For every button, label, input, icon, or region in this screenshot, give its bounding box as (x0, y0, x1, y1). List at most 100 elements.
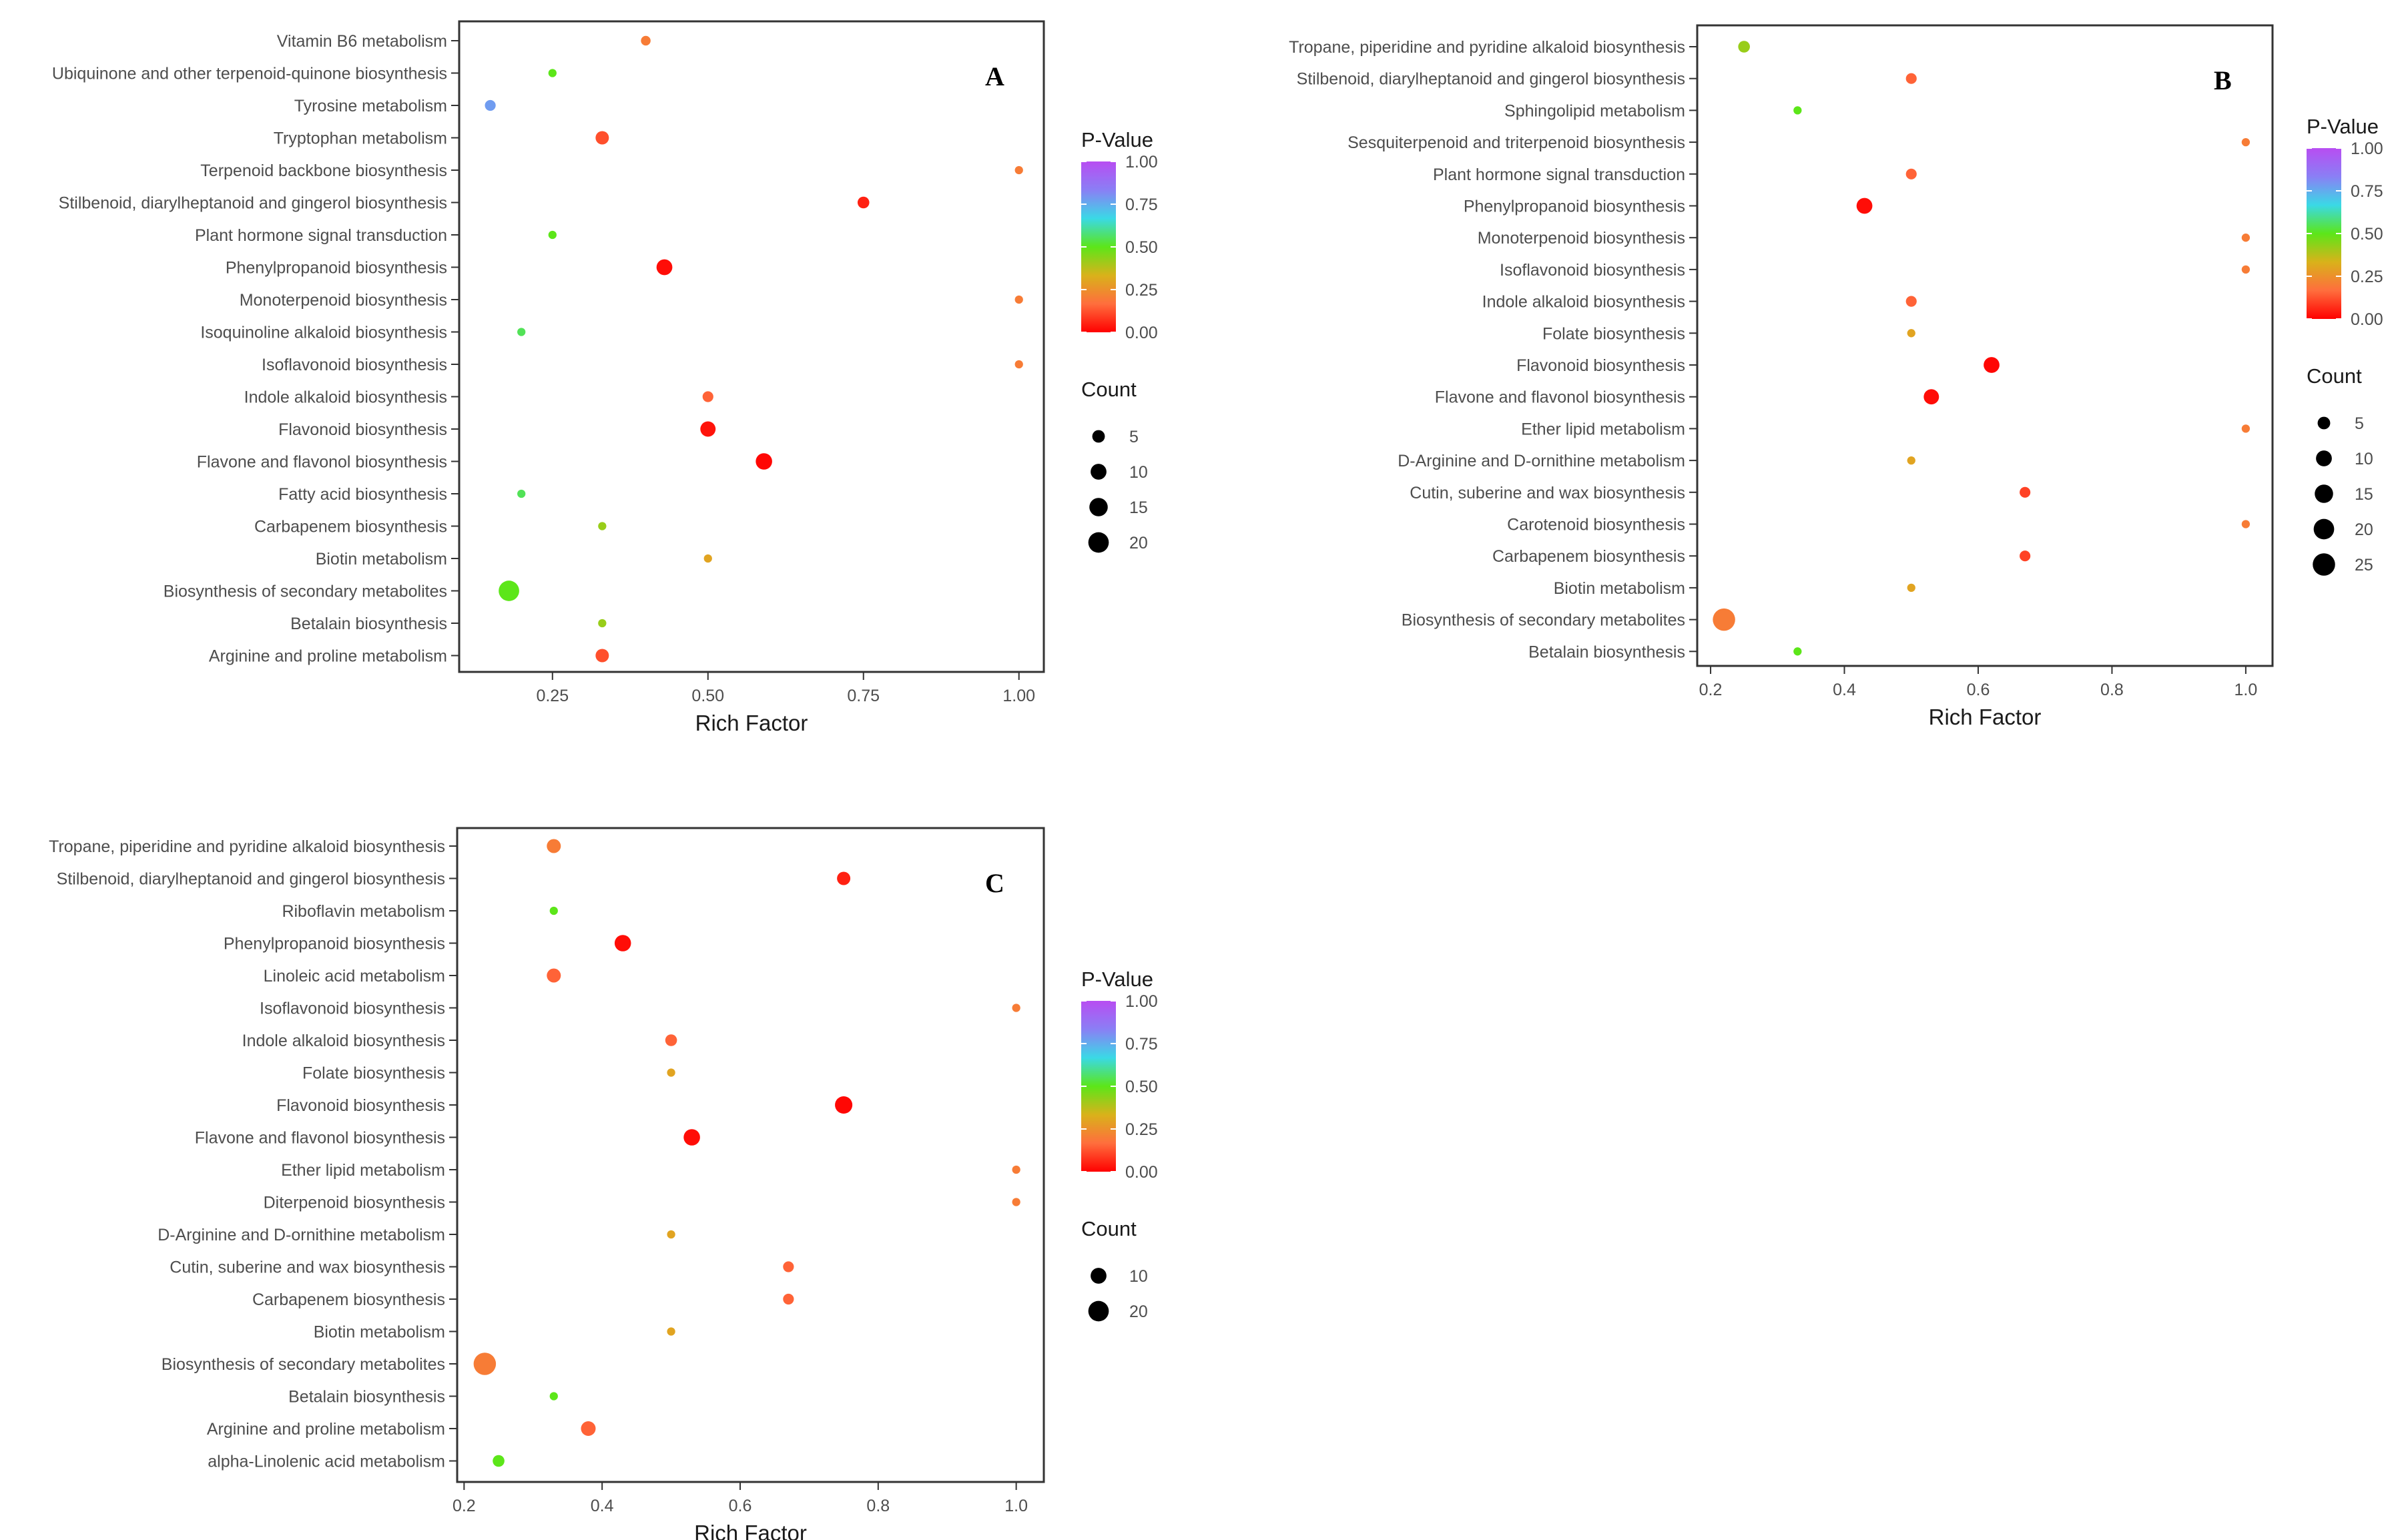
data-point (1014, 360, 1023, 369)
y-tick-label: Tropane, piperidine and pyridine alkaloi… (49, 837, 445, 856)
x-tick-label: 0.25 (536, 687, 569, 705)
x-tick-label: 1.0 (2234, 681, 2258, 699)
data-point (665, 1034, 677, 1046)
data-point (702, 391, 713, 402)
x-tick-label: 0.4 (591, 1497, 614, 1515)
y-tick-label: Tyrosine metabolism (294, 97, 447, 115)
count-legend-marker (1088, 532, 1109, 553)
panel-label: B (2214, 65, 2232, 95)
y-tick-label: Biosynthesis of secondary metabolites (164, 583, 447, 601)
data-point (598, 522, 607, 530)
count-legend-marker (1088, 1300, 1109, 1322)
y-tick-label: Flavonoid biosynthesis (278, 420, 447, 439)
data-point (1012, 1198, 1020, 1206)
colorbar-label: 0.75 (1125, 196, 1158, 214)
y-tick-label: Terpenoid backbone biosynthesis (200, 161, 447, 180)
x-tick-label: 0.6 (729, 1497, 752, 1515)
data-point (837, 871, 851, 885)
data-point (499, 581, 519, 601)
y-tick-label: Ether lipid metabolism (281, 1161, 445, 1180)
data-point (614, 935, 631, 951)
y-tick-label: Biotin metabolism (316, 550, 447, 568)
y-tick-label: Ether lipid metabolism (1521, 420, 1685, 438)
data-point (667, 1068, 675, 1077)
count-legend-title: Count (2307, 364, 2362, 388)
data-point (1905, 296, 1917, 307)
count-legend-marker (1091, 1268, 1107, 1284)
data-point (783, 1293, 794, 1305)
y-tick-label: Cutin, suberine and wax biosynthesis (1410, 484, 1685, 502)
data-point (703, 554, 712, 563)
y-tick-label: Flavone and flavonol biosynthesis (195, 1129, 445, 1148)
y-tick-label: Betalain biosynthesis (290, 615, 447, 633)
pvalue-legend-title: P-Value (2307, 115, 2379, 138)
data-point (783, 1261, 794, 1272)
data-point (2241, 424, 2251, 433)
y-tick-label: Biotin metabolism (314, 1323, 445, 1342)
y-tick-label: Carotenoid biosynthesis (1507, 516, 1685, 534)
data-point (1907, 329, 1915, 338)
y-tick-label: Phenylpropanoid biosynthesis (226, 259, 447, 278)
data-point (1905, 73, 1917, 84)
count-legend-label: 20 (1129, 534, 1148, 552)
data-point (1793, 647, 1802, 656)
count-legend-marker (2317, 416, 2331, 430)
colorbar-label: 0.00 (1125, 1163, 1158, 1182)
data-point (598, 619, 607, 628)
colorbar-label: 0.25 (1125, 281, 1158, 300)
plot-area (456, 827, 1045, 1483)
pvalue-colorbar (1081, 161, 1116, 332)
data-point (1012, 1004, 1020, 1012)
y-tick-label: Plant hormone signal transduction (1433, 165, 1685, 184)
y-tick-label: Fatty acid biosynthesis (278, 485, 447, 504)
data-point (1907, 456, 1915, 465)
count-legend: Count 5 10 15 20 25 (2307, 364, 2373, 576)
data-point (1905, 168, 1917, 179)
data-point (700, 421, 716, 437)
y-tick-label: Betalain biosynthesis (288, 1388, 445, 1407)
data-point (1923, 389, 1939, 405)
data-point (835, 1096, 853, 1114)
data-point (641, 35, 651, 46)
count-legend-marker (1091, 464, 1107, 480)
y-tick-label: Ubiquinone and other terpenoid-quinone b… (52, 65, 447, 83)
data-point (1984, 357, 2000, 373)
y-tick-label: D-Arginine and D-ornithine metabolism (158, 1226, 445, 1244)
count-legend-label: 5 (2355, 414, 2364, 433)
y-tick-label: Tropane, piperidine and pyridine alkaloi… (1289, 38, 1685, 57)
y-tick-label: Stilbenoid, diarylheptanoid and gingerol… (59, 194, 447, 213)
data-point (1738, 41, 1750, 53)
count-legend-marker (2316, 450, 2332, 466)
data-point (667, 1230, 675, 1239)
data-point (549, 906, 558, 915)
y-tick-label: Cutin, suberine and wax biosynthesis (170, 1258, 445, 1277)
data-point (1907, 583, 1915, 593)
data-point (656, 259, 673, 276)
count-legend-label: 25 (2355, 556, 2373, 574)
x-tick-label: 0.50 (691, 687, 724, 705)
x-tick-label: 0.8 (866, 1497, 890, 1515)
data-point (547, 839, 561, 853)
y-tick-label: Arginine and proline metabolism (207, 1420, 445, 1439)
pvalue-colorbar (2307, 148, 2341, 319)
count-legend-marker (1089, 498, 1108, 516)
y-tick-label: Phenylpropanoid biosynthesis (224, 935, 445, 953)
count-legend-label: 5 (1129, 428, 1139, 446)
panel-label: A (985, 61, 1004, 91)
y-tick-label: Sphingolipid metabolism (1504, 101, 1685, 120)
y-tick-label: Vitamin B6 metabolism (277, 32, 447, 51)
y-tick-label: Arginine and proline metabolism (209, 647, 447, 666)
x-axis-title: Rich Factor (694, 1521, 807, 1540)
data-point (549, 1392, 558, 1401)
x-tick-label: 0.4 (1833, 681, 1856, 699)
x-tick-label: 0.2 (453, 1497, 476, 1515)
data-point (1713, 608, 1735, 631)
y-tick-label: Indole alkaloid biosynthesis (1482, 293, 1685, 312)
pvalue-legend-title: P-Value (1081, 968, 1153, 991)
count-legend-label: 20 (1129, 1302, 1148, 1321)
data-point (2241, 234, 2251, 242)
y-tick-label: Folate biosynthesis (1542, 324, 1685, 343)
y-tick-label: Isoflavonoid biosynthesis (1500, 261, 1685, 280)
